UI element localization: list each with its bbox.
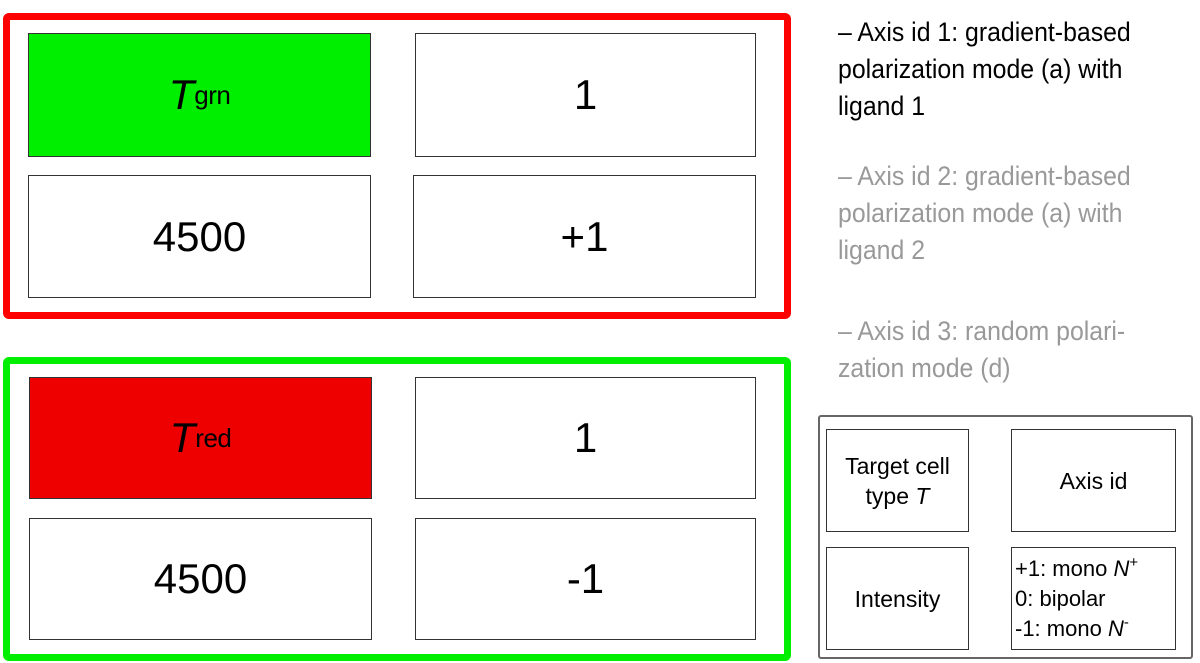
axis-id-cell: 1 bbox=[415, 377, 756, 499]
target-subscript: red bbox=[195, 422, 232, 453]
intensity-cell: 4500 bbox=[28, 175, 371, 298]
axis-note-2: – Axis id 2: gradient-based polarization… bbox=[838, 161, 1131, 265]
legend-key-minus: -1: mono N- bbox=[1015, 613, 1129, 641]
polarity-cell: +1 bbox=[413, 175, 756, 298]
polarity-cell: -1 bbox=[415, 518, 756, 640]
legend-key-zero: 0: bipolar bbox=[1015, 585, 1106, 611]
legend-axis-cell: Axis id bbox=[1011, 429, 1176, 532]
target-symbol: T bbox=[169, 414, 196, 461]
target-subscript: grn bbox=[194, 79, 231, 110]
intensity-cell: 4500 bbox=[29, 518, 372, 640]
target-symbol: T bbox=[168, 71, 195, 118]
legend-polarity-key: +1: mono N+ 0: bipolar -1: mono N- bbox=[1011, 547, 1176, 650]
legend-intensity-cell: Intensity bbox=[826, 547, 969, 650]
axis-note-1: – Axis id 1: gradient-based polarization… bbox=[838, 17, 1131, 121]
legend-target-symbol: T bbox=[915, 482, 930, 509]
legend-box: Target cell type T Axis id Intensity +1:… bbox=[818, 415, 1193, 659]
axis-note-3: – Axis id 3: random polari-zation mode (… bbox=[838, 316, 1126, 383]
group-red-target bbox=[3, 357, 791, 661]
legend-key-plus: +1: mono N+ bbox=[1015, 553, 1139, 581]
legend-target-label: Target cell bbox=[845, 452, 950, 479]
group-grn-target bbox=[3, 13, 791, 319]
legend-target-label-line2: type T bbox=[865, 482, 930, 509]
legend-target-cell: Target cell type T bbox=[826, 429, 969, 532]
axis-id-cell: 1 bbox=[415, 33, 756, 157]
